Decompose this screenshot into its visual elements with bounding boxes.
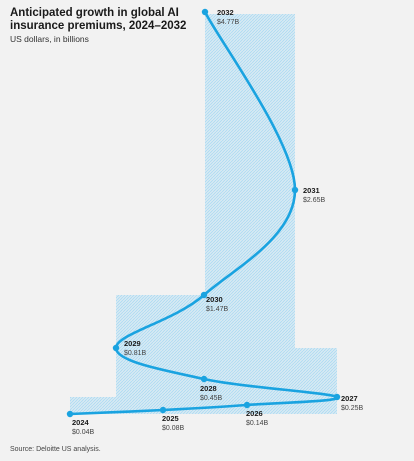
fill-band	[116, 348, 337, 397]
data-point-2027	[333, 393, 341, 401]
data-point-2025	[159, 406, 167, 414]
year-label-2024: 2024	[72, 418, 90, 427]
value-label-2028: $0.45B	[200, 395, 223, 402]
year-label-2027: 2027	[341, 394, 358, 403]
value-label-2031: $2.65B	[303, 197, 326, 204]
year-label-2028: 2028	[200, 384, 217, 393]
value-label-2026: $0.14B	[246, 420, 269, 427]
year-label-2030: 2030	[206, 295, 223, 304]
data-point-2029	[112, 344, 120, 352]
year-label-2026: 2026	[246, 409, 263, 418]
year-label-2032: 2032	[217, 8, 234, 17]
data-point-2026	[243, 401, 251, 409]
value-label-2032: $4.77B	[217, 19, 240, 26]
fill-band	[70, 397, 337, 414]
data-point-2028	[200, 375, 208, 383]
source-note: Source: Deloitte US analysis.	[10, 446, 101, 453]
data-point-2032	[201, 8, 209, 16]
value-label-2024: $0.04B	[72, 429, 95, 436]
data-point-2030	[200, 291, 208, 299]
year-label-2031: 2031	[303, 186, 320, 195]
value-label-2030: $1.47B	[206, 306, 229, 313]
chart-title: Anticipated growth in global AI insuranc…	[10, 7, 187, 32]
fill-band	[116, 295, 295, 348]
value-label-2025: $0.08B	[162, 425, 185, 432]
value-label-2027: $0.25B	[341, 405, 364, 412]
chart-subtitle: US dollars, in billions	[10, 34, 89, 44]
value-label-2029: $0.81B	[124, 350, 147, 357]
data-points	[66, 8, 341, 418]
data-labels: 2024 $0.04B 2025 $0.08B 2026 $0.14B 2027 $0.25B…	[72, 8, 364, 436]
fill-band	[205, 14, 295, 190]
fill-band	[205, 190, 295, 295]
year-label-2029: 2029	[124, 339, 141, 348]
shaded-area	[70, 14, 337, 414]
data-point-2031	[291, 186, 299, 194]
year-label-2025: 2025	[162, 414, 179, 423]
data-point-2024	[66, 410, 74, 418]
